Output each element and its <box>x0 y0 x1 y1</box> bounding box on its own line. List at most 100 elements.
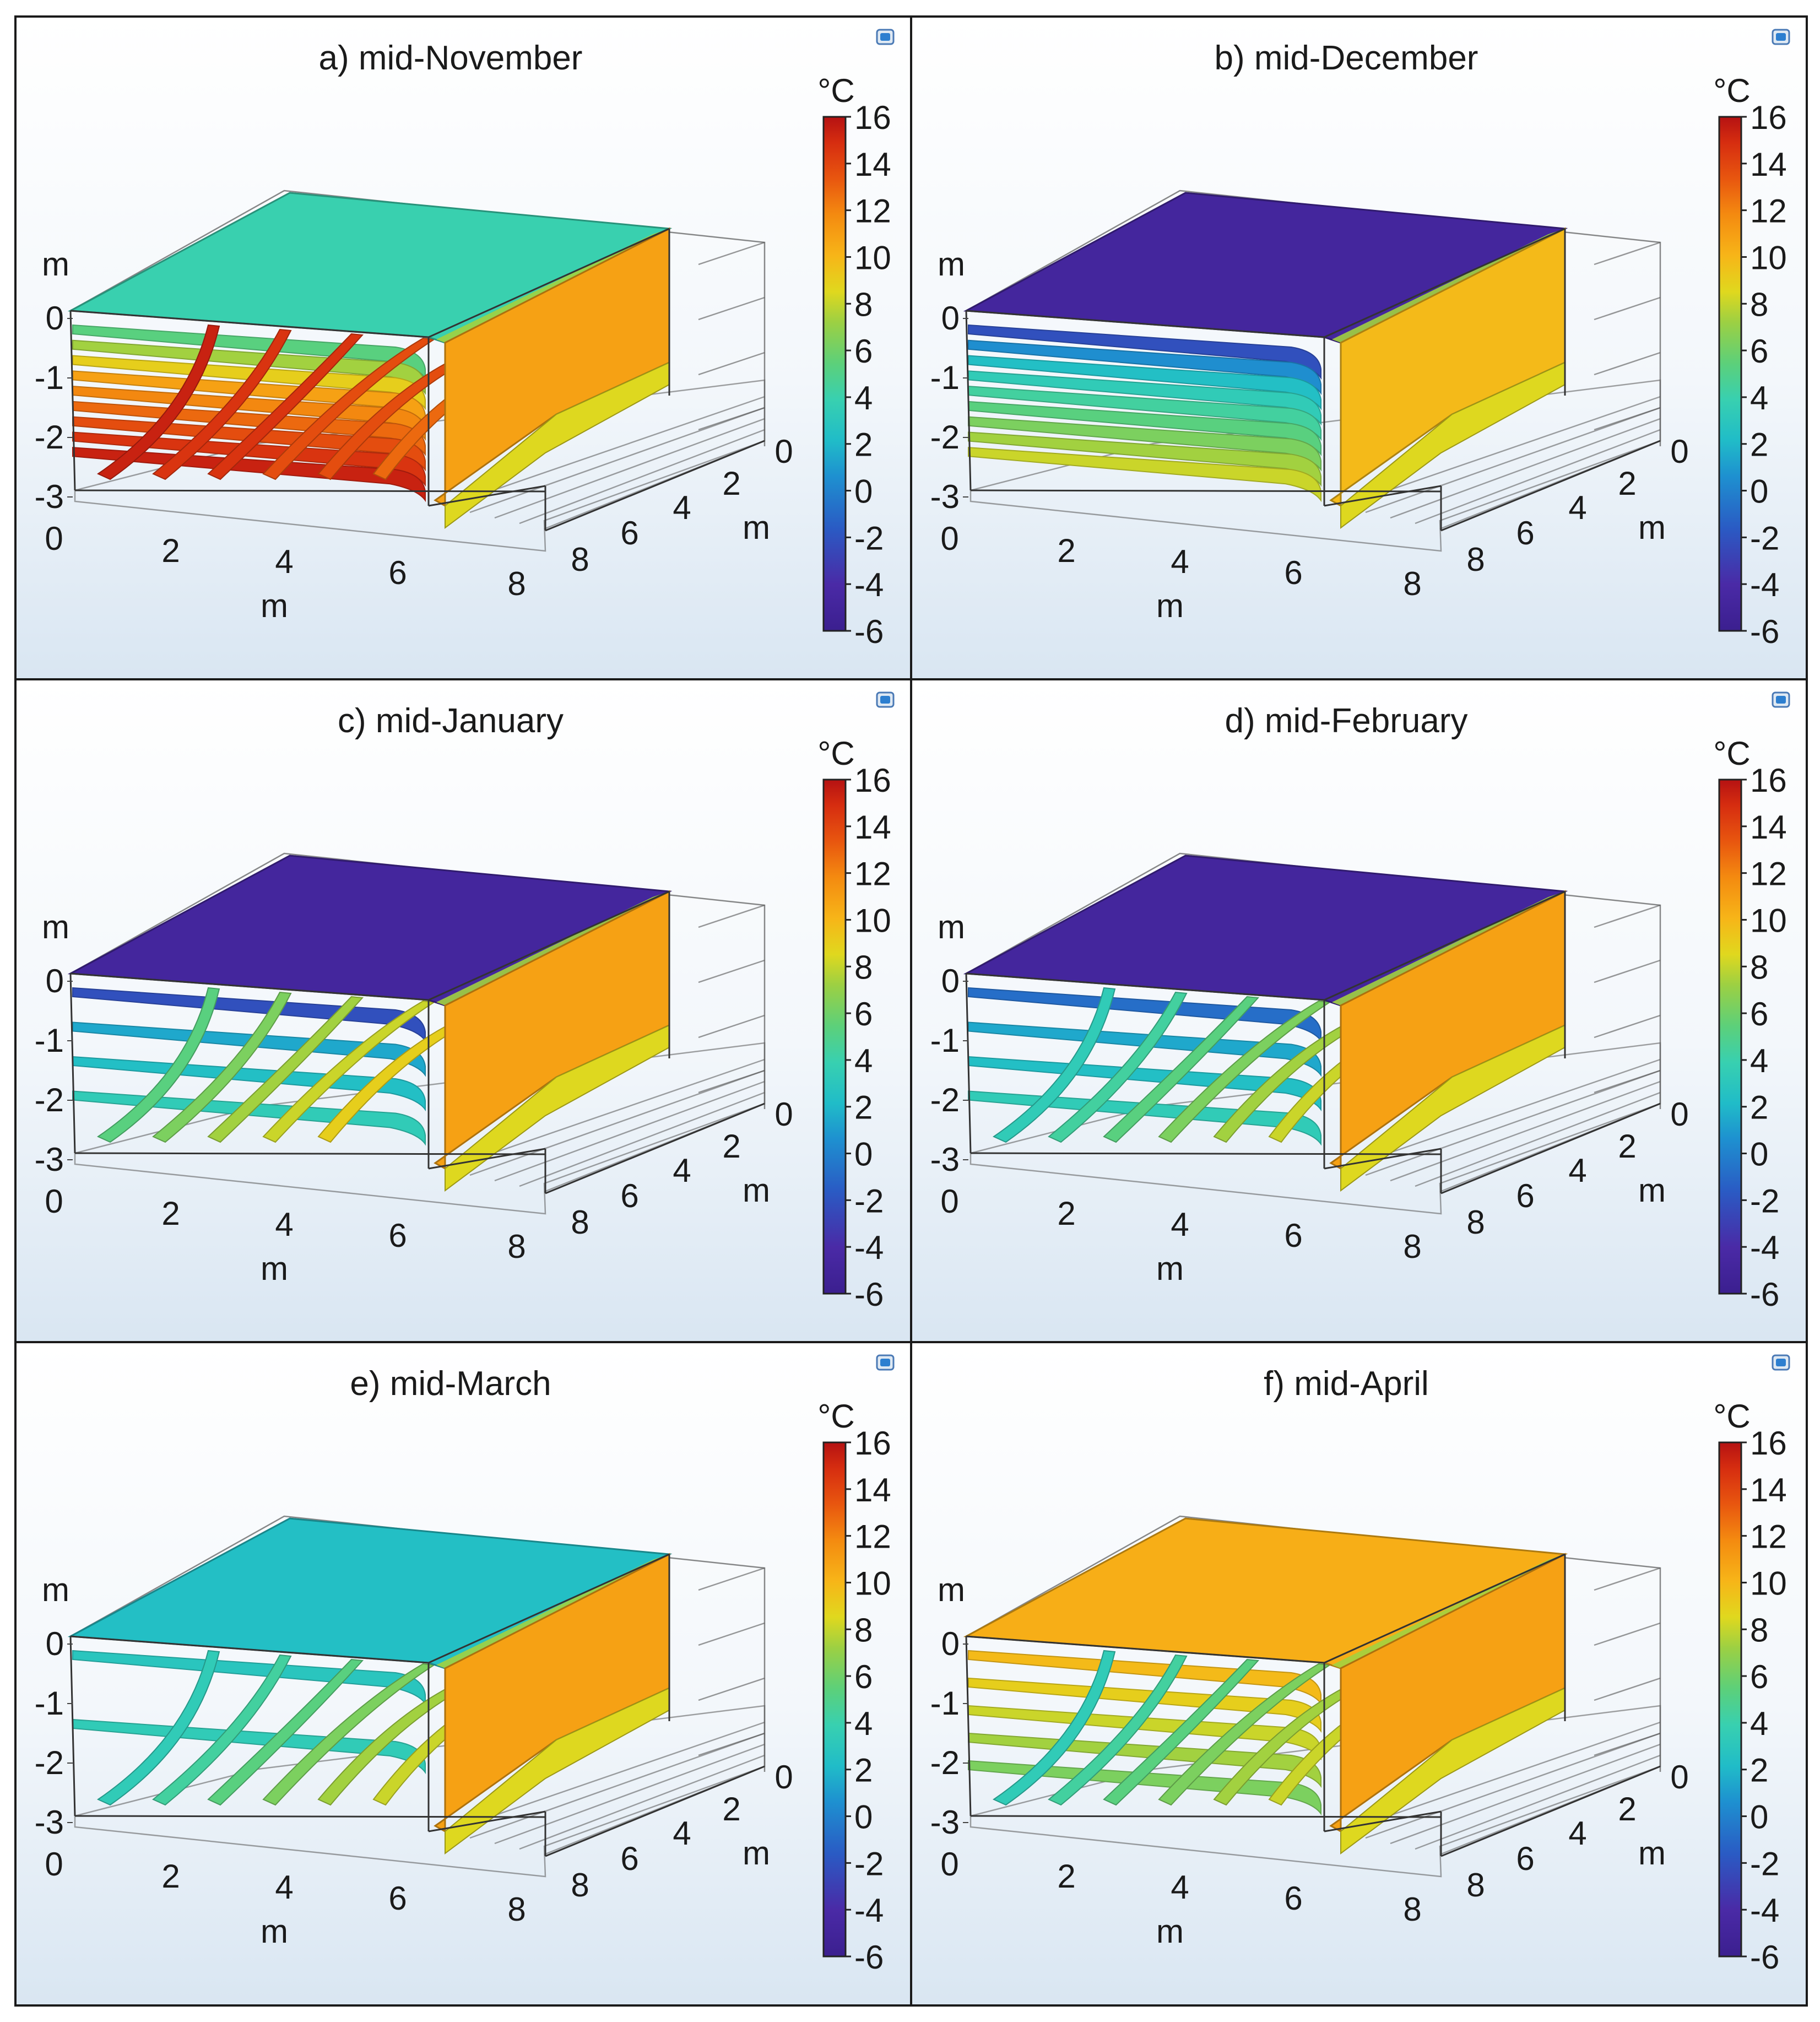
z-axis-tick-label: -2 <box>35 1082 64 1118</box>
y-axis-tick-label: 0 <box>1670 433 1688 470</box>
axes-box-front <box>965 890 1661 1194</box>
isosurface-curve <box>207 1658 364 1806</box>
axes-box-front <box>965 228 1661 532</box>
software-logo-icon <box>876 691 895 708</box>
x-axis-tick-label: 0 <box>940 520 958 557</box>
x-axis-tick-label: 6 <box>388 1880 407 1917</box>
colorbar-tick-label: 6 <box>1750 333 1768 370</box>
z-axis-tick-label: -3 <box>930 1141 960 1178</box>
isosurface-curve <box>1103 1658 1260 1806</box>
x-axis-tick-label: 6 <box>1284 1217 1302 1254</box>
colorbar-tick-label: 16 <box>854 762 891 799</box>
z-axis-label: m <box>938 1571 965 1608</box>
y-axis-tick-label: 6 <box>1516 1177 1534 1214</box>
axis-box-edge <box>965 973 972 1154</box>
software-logo-icon <box>876 1354 895 1371</box>
isosurface-layer <box>72 447 426 502</box>
y-axis-tick-label: 6 <box>1516 1840 1534 1877</box>
isosurface-group <box>963 192 1568 529</box>
grid-line <box>698 1567 765 1591</box>
colorbar-unit-label: °C <box>817 1398 854 1435</box>
y-axis-tick-label: 2 <box>722 1791 740 1828</box>
software-logo-icon <box>1772 1354 1790 1371</box>
isosurface-group <box>963 1517 1568 1855</box>
y-axis-label: m <box>1638 1835 1666 1872</box>
grid-line <box>1594 241 1661 266</box>
z-axis-tick-label: -2 <box>930 1082 960 1118</box>
grid-line <box>494 418 765 519</box>
x-axis-tick-label: 2 <box>1057 1195 1075 1232</box>
grid-line <box>698 1677 765 1701</box>
z-axis-tick-label: 0 <box>46 300 64 337</box>
axis-box-edge <box>545 440 765 532</box>
colorbar-tick-label: -6 <box>1750 1276 1779 1313</box>
panel-title: f) mid-April <box>1264 1365 1429 1403</box>
x-axis-tick-label: 2 <box>1057 532 1075 569</box>
axis-box-edge <box>970 489 1442 493</box>
top-edge-stripe <box>436 891 669 1005</box>
chart-panel: e) mid-March°C1614121086420-2-4-6m0-1-2-… <box>15 1342 911 2005</box>
x-axis-tick-label: 6 <box>388 554 407 591</box>
colorbar-tick-label: 4 <box>854 1705 873 1742</box>
z-axis-tick-label: -3 <box>35 1804 64 1841</box>
colorbar-tick-label: -4 <box>1750 566 1779 603</box>
colorbar-tick-label: 14 <box>854 809 891 846</box>
top-edge-stripe <box>1332 891 1565 1005</box>
colorbar: °C16 14 12 10 8 6 4 2 0 -2 -4 -6 <box>817 72 891 650</box>
y-axis-tick-label: 0 <box>774 1759 793 1796</box>
grid-line <box>1594 904 1661 928</box>
axis-box-edge <box>1324 1553 1566 1664</box>
grid-line <box>1594 959 1661 983</box>
colorbar-tick-label: 0 <box>854 473 873 510</box>
y-axis-tick-label: 0 <box>774 433 793 470</box>
colorbar-tick-label: 8 <box>854 1612 873 1648</box>
x-axis-tick-label: 4 <box>1171 1869 1189 1906</box>
colorbar-tick-label: 6 <box>854 1658 873 1695</box>
axis-box-edge <box>1324 1148 1442 1170</box>
colorbar-tick-label: 8 <box>1750 286 1768 323</box>
y-axis-tick-label: 8 <box>1466 541 1485 578</box>
panel-title: c) mid-January <box>338 702 564 740</box>
colorbar-tick-label: 8 <box>1750 1612 1768 1648</box>
z-axis-label: m <box>42 909 69 945</box>
axis-box-edge <box>1324 485 1442 507</box>
colorbar-tick-label: 12 <box>854 193 891 230</box>
y-axis-label: m <box>743 509 770 546</box>
panel-grid-lines <box>14 15 1808 2007</box>
isosurface-group <box>67 855 673 1192</box>
y-axis-tick-label: 8 <box>571 541 589 578</box>
axis-box-edge <box>74 489 546 493</box>
x-axis-tick-label: 2 <box>161 1195 180 1232</box>
axis-box-edge <box>970 1815 1442 1818</box>
grid-line <box>1365 407 1661 513</box>
colorbar: °C16 14 12 10 8 6 4 2 0 -2 -4 -6 <box>1713 735 1786 1313</box>
grid-line <box>1594 1567 1661 1591</box>
colorbar-tick-label: 4 <box>1750 380 1768 417</box>
x-axis-label: m <box>1156 1250 1184 1287</box>
z-axis-tick-label: -3 <box>35 1141 64 1178</box>
x-axis-tick-label: 6 <box>1284 1880 1302 1917</box>
colorbar-tick-label: 4 <box>854 1042 873 1079</box>
x-axis-tick-label: 0 <box>940 1846 958 1883</box>
colorbar-tick-label: 14 <box>854 146 891 183</box>
colorbar-unit-label: °C <box>1713 1398 1750 1435</box>
colorbar-tick-label: 10 <box>1750 239 1787 276</box>
isosurface-curve <box>1103 996 1260 1143</box>
colorbar-tick-label: -4 <box>854 566 884 603</box>
colorbar-tick-label: 0 <box>1750 1799 1768 1836</box>
colorbar-tick-label: 10 <box>854 1565 891 1602</box>
grid-line <box>519 429 765 525</box>
colorbar-tick-label: 12 <box>854 1518 891 1555</box>
z-axis-tick-label: -3 <box>930 478 960 515</box>
x-axis-tick-label: 8 <box>507 1891 526 1928</box>
x-axis-tick-label: 6 <box>388 1217 407 1254</box>
colorbar-tick-label: -2 <box>1750 1845 1779 1882</box>
axis-box-edge <box>1440 1765 1661 1857</box>
colorbar-tick-label: 8 <box>1750 949 1768 986</box>
colorbar-tick-label: -2 <box>854 1845 884 1882</box>
colorbar-tick-label: 16 <box>1750 1425 1787 1462</box>
colorbar-tick-label: -4 <box>1750 1892 1779 1929</box>
